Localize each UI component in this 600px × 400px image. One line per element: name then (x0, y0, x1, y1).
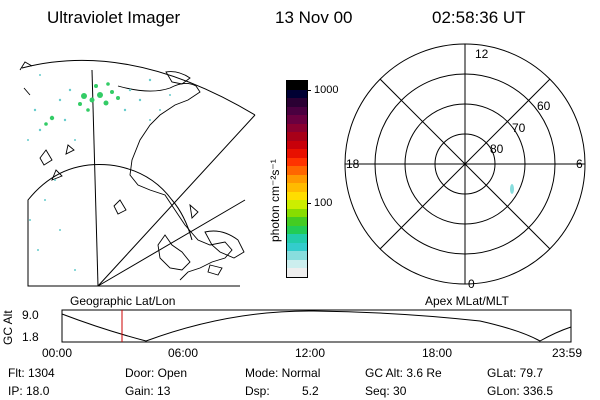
geographic-latitude: GLat: 79.7 (487, 366, 544, 380)
coastline-4 (204, 230, 245, 259)
colorbar-tick-mark (307, 90, 311, 91)
left-map-caption: Geographic Lat/Lon (70, 294, 176, 308)
coastline-3 (157, 234, 191, 271)
colorbar-swatch (287, 166, 307, 175)
emission-faint (27, 74, 171, 271)
colorbar-swatch (287, 106, 307, 116)
timeline-xtick-1: 06:00 (168, 346, 199, 360)
colorbar-tick-100: 100 (314, 197, 333, 209)
mlat-label-60: 60 (537, 99, 551, 113)
date-label: 13 Nov 00 (275, 8, 353, 27)
colorbar-swatch (287, 149, 307, 158)
colorbar-swatch (287, 208, 307, 218)
mode-value: Mode: Normal (245, 366, 321, 380)
coastline-2 (165, 71, 191, 85)
colorbar-swatch (287, 217, 307, 226)
coastline-7 (19, 61, 33, 96)
colorbar-swatch (287, 132, 307, 141)
right-plot-caption: Apex MLat/MLT (425, 294, 509, 308)
colorbar (286, 80, 308, 278)
colorbar-swatch (287, 140, 307, 150)
geographic-longitude: GLon: 336.5 (487, 384, 554, 398)
gc-altitude: GC Alt: 3.6 Re (365, 366, 442, 380)
colorbar-swatch (287, 242, 307, 252)
colorbar-swatch (287, 157, 307, 167)
flight-number: Flt: 1304 (8, 366, 55, 380)
colorbar-tick-1000: 1000 (314, 84, 339, 96)
colorbar-swatch (287, 191, 307, 201)
mlt-label-12: 12 (475, 47, 489, 61)
time-label: 02:58:36 UT (432, 8, 526, 27)
mlt-label-0: 0 (468, 277, 475, 291)
emission-patches (44, 82, 120, 126)
colorbar-swatch (287, 183, 307, 192)
timeline-frame (61, 309, 572, 343)
mlat-label-80: 80 (490, 142, 504, 156)
map-inner-arc (27, 163, 193, 286)
timeline-xtick-3: 18:00 (422, 346, 453, 360)
map-diagonal-line-2 (97, 199, 246, 287)
colorbar-swatch (287, 81, 307, 90)
coastline-5 (39, 144, 75, 181)
mlt-label-6: 6 (576, 157, 583, 171)
coastline-6 (113, 199, 223, 276)
colorbar-swatch (287, 268, 307, 277)
colorbar-swatch (287, 174, 307, 184)
timeline-ytick-9: 9.0 (22, 308, 39, 322)
coastline (117, 83, 233, 281)
colorbar-swatch (287, 123, 307, 133)
dsp-label: Dsp: (245, 384, 270, 398)
instrument-title: Ultraviolet Imager (47, 8, 181, 27)
timeline-xtick-2: 12:00 (295, 346, 326, 360)
colorbar-swatch (287, 115, 307, 124)
altitude-curve (61, 310, 572, 342)
mlt-label-18: 18 (346, 157, 360, 171)
timeline-xtick-0: 00:00 (42, 346, 73, 360)
colorbar-swatch (287, 234, 307, 243)
sequence-number: Seq: 30 (365, 384, 407, 398)
colorbar-swatch (287, 98, 307, 107)
colorbar-swatch (287, 225, 307, 235)
timeline-xtick-4: 23:59 (552, 346, 583, 360)
map-left-edge (27, 210, 240, 287)
ip-value: IP: 18.0 (8, 384, 50, 398)
map-outer-arc (21, 59, 256, 116)
timeline-ytick-1: 1.8 (22, 330, 39, 344)
polar-emission-spot (510, 184, 514, 194)
door-status: Door: Open (125, 366, 188, 380)
colorbar-swatch (287, 259, 307, 269)
polar-diagonal-2 (379, 78, 551, 250)
gain-value: Gain: 13 (125, 384, 171, 398)
colorbar-swatch (287, 89, 307, 99)
colorbar-swatch (287, 251, 307, 260)
map-meridian (91, 69, 99, 287)
map-diagonal-line (97, 114, 256, 287)
mlat-label-70: 70 (512, 121, 526, 135)
timeline-ylabel: GC Alt (1, 310, 15, 345)
colorbar-swatch (287, 200, 307, 209)
dsp-value: 5.2 (302, 384, 319, 398)
colorbar-tick-mark (307, 203, 311, 204)
